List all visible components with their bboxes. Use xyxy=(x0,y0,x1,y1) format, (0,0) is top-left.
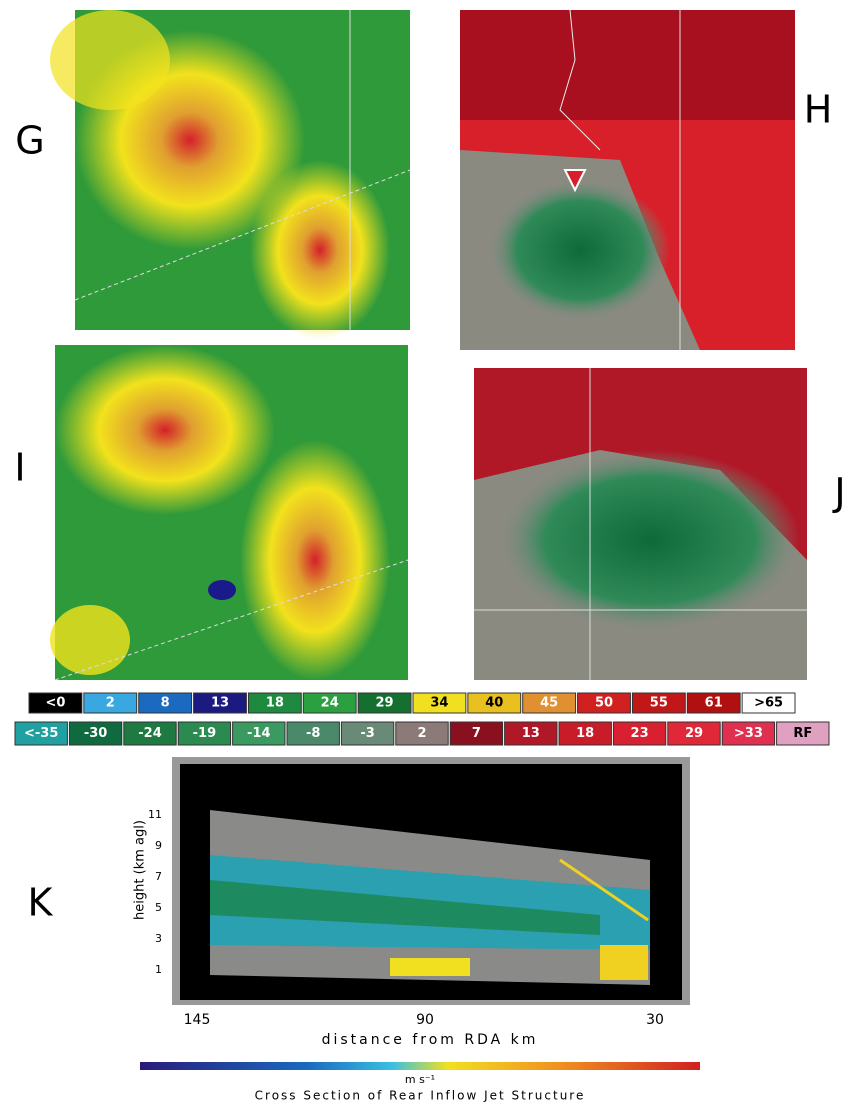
legend-label: 23 xyxy=(631,726,649,741)
legend-label: 45 xyxy=(540,696,558,711)
cross-section-panel xyxy=(172,757,690,1005)
legend-label: 50 xyxy=(595,696,613,711)
legend-label: 40 xyxy=(485,696,503,711)
colorbar xyxy=(140,1062,700,1070)
y-tick-label: 7 xyxy=(155,870,162,883)
legend-label: 2 xyxy=(106,696,115,711)
panel-label: G xyxy=(15,119,44,163)
legend-label: RF xyxy=(793,726,812,741)
legend-label: 7 xyxy=(472,726,481,741)
x-tick-label: 145 xyxy=(184,1012,211,1028)
figure-canvas: G H I J K <02813182429344045505561>65 <-… xyxy=(0,0,854,1111)
panel-label: I xyxy=(14,446,25,490)
legend-label: 18 xyxy=(576,726,594,741)
legend-label: 55 xyxy=(650,696,668,711)
legend-label: -19 xyxy=(193,726,217,741)
legend-label: 8 xyxy=(161,696,170,711)
legend-label: -30 xyxy=(84,726,108,741)
panel-label: J xyxy=(832,471,845,515)
x-axis-label: distance from RDA km xyxy=(322,1032,539,1048)
legend-label: -24 xyxy=(138,726,162,741)
legend-label: 29 xyxy=(685,726,703,741)
figure: G H I J K <02813182429344045505561>65 <-… xyxy=(0,0,854,1111)
caption: Cross Section of Rear Inflow Jet Structu… xyxy=(255,1089,586,1103)
legend-label: 24 xyxy=(321,696,339,711)
legend-label: 18 xyxy=(266,696,284,711)
radar-panel-j xyxy=(474,368,807,680)
y-ticks: 1 3 5 7 9 11 xyxy=(148,808,162,976)
legend-label: 13 xyxy=(522,726,540,741)
legend-label: -3 xyxy=(360,726,374,741)
x-tick-label: 30 xyxy=(646,1012,664,1028)
radar-panel-g xyxy=(50,10,410,340)
legend-label: -14 xyxy=(247,726,271,741)
legend-label: >33 xyxy=(734,726,763,741)
legend-label: <-35 xyxy=(24,726,58,741)
velocity-legend: <-35 -30 -24 -19 -14 -8 -3 2 7 13 18 23 29 >33 RF xyxy=(15,722,829,745)
legend-label: <0 xyxy=(45,696,65,711)
y-tick-label: 3 xyxy=(155,932,162,945)
legend-label: 29 xyxy=(376,696,394,711)
y-tick-label: 1 xyxy=(155,963,162,976)
y-axis-label: height (km agl) xyxy=(133,820,148,920)
panel-label: H xyxy=(804,88,833,132)
x-tick-label: 90 xyxy=(416,1012,434,1028)
legend-label: 13 xyxy=(211,696,229,711)
radar-panel-i xyxy=(50,345,408,680)
legend-label: 61 xyxy=(705,696,723,711)
legend-label: 2 xyxy=(417,726,426,741)
legend-label: 34 xyxy=(430,696,448,711)
y-tick-label: 11 xyxy=(148,808,162,821)
reflectivity-legend: <0 2 8 13 18 24 29 34 40 45 50 55 61 >65 xyxy=(29,693,795,713)
legend-label: >65 xyxy=(754,696,783,711)
colorbar-unit: m s⁻¹ xyxy=(405,1073,435,1086)
legend-label: -8 xyxy=(306,726,320,741)
y-tick-label: 9 xyxy=(155,839,162,852)
y-tick-label: 5 xyxy=(155,901,162,914)
panel-label: K xyxy=(28,881,54,925)
radar-panel-h xyxy=(460,10,795,350)
x-ticks: 145 90 30 xyxy=(184,1012,664,1028)
